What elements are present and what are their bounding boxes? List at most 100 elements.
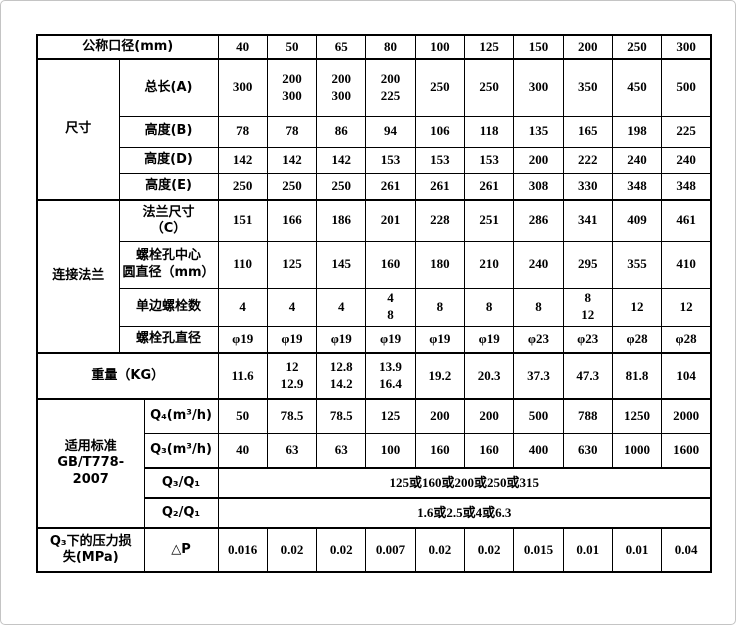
value-cell: 261 (365, 172, 416, 201)
value-cell: 225 (661, 115, 712, 148)
table-row: Q₃/Q₁ 125或160或200或250或315 (37, 467, 712, 499)
table-row: 螺栓孔直径 φ19 φ19 φ19 φ19 φ19 φ19 φ23 φ23 φ28 φ28 (37, 325, 712, 354)
value-cell: 0.01 (562, 527, 613, 573)
value-cell: 0.02 (414, 527, 466, 573)
value-cell: 295 (562, 240, 613, 289)
value-cell: 201 (365, 199, 416, 242)
value-cell: 81.8 (611, 352, 663, 400)
value-cell: 151 (217, 199, 268, 242)
value-cell: φ19 (266, 325, 318, 354)
value-cell: 0.02 (266, 527, 318, 573)
value-cell: 341 (562, 199, 613, 242)
value-cell: φ19 (365, 325, 416, 354)
value-cell: 8 (513, 287, 564, 327)
value-cell: 1250 (611, 398, 663, 434)
value-cell: 8 (463, 287, 515, 327)
value-cell: 37.3 (513, 352, 564, 400)
value-cell: 200 (463, 398, 515, 434)
flange-group-label: 连接法兰 (36, 199, 120, 354)
value-cell: 400 (513, 432, 564, 469)
value-cell: 142 (266, 146, 318, 174)
delta-p-label: △P (143, 527, 219, 573)
row-label-q3: Q₃(m³/h) (143, 432, 219, 469)
value-cell: 118 (463, 115, 515, 148)
value-cell: 125 (463, 34, 515, 60)
value-cell: 1000 (611, 432, 663, 469)
value-cell: 222 (562, 146, 613, 174)
row-label-q4: Q₄(m³/h) (143, 398, 219, 434)
value-cell: φ28 (661, 325, 712, 354)
value-cell: 0.015 (513, 527, 564, 573)
value-cell: 450 (611, 58, 663, 117)
value-cell: 300 (513, 58, 564, 117)
value-cell: 355 (611, 240, 663, 289)
value-cell: 0.02 (316, 527, 367, 573)
spec-table: 公称口径(mm) 40 50 65 80 100 125 150 200 250 300 尺寸 总… (36, 34, 712, 573)
row-label-bolt-count: 单边螺栓数 (118, 287, 219, 327)
row-label-flange-size: 法兰尺寸 （C） (118, 199, 219, 242)
value-cell: 300 (217, 58, 268, 117)
q2-q1-ratio-value: 1.6或2.5或4或6.3 (217, 497, 712, 529)
value-cell: 240 (661, 146, 712, 174)
value-cell: 350 (562, 58, 613, 117)
value-cell: 186 (316, 199, 367, 242)
value-cell: φ19 (414, 325, 466, 354)
row-label-q3-q1-ratio: Q₃/Q₁ (143, 467, 219, 499)
value-cell: 4 (217, 287, 268, 327)
value-cell: 630 (562, 432, 613, 469)
table-row: 螺栓孔中心 圆直径（mm） 110 125 145 160 180 210 240 295 35… (37, 240, 712, 289)
table-row: 重量（KG） 11.6 12 12.9 12.8 14.2 13.9 16.4 19.2… (36, 352, 712, 400)
value-cell: 286 (513, 199, 564, 242)
value-cell: 63 (266, 432, 318, 469)
value-cell: φ19 (217, 325, 268, 354)
value-cell: φ19 (463, 325, 515, 354)
value-cell: 160 (463, 432, 515, 469)
value-cell: 250 (414, 58, 466, 117)
value-cell: 50 (266, 34, 318, 60)
value-cell: 240 (513, 240, 564, 289)
value-cell: 200 225 (365, 58, 416, 117)
value-cell: 461 (661, 199, 712, 242)
value-cell: 106 (414, 115, 466, 148)
value-cell: 125 (365, 398, 416, 434)
value-cell: 1600 (661, 432, 712, 469)
table-row: 适用标准 GB/T778-2007 Q₄(m³/h) 50 78.5 78.5 125… (36, 398, 712, 529)
value-cell: 65 (316, 34, 367, 60)
table-row: 连接法兰 法兰尺寸 （C） 151 166 186 201 228 251 286 341 40… (36, 199, 712, 354)
value-cell: 240 (611, 146, 663, 174)
standard-group-label: 适用标准 GB/T778-2007 (36, 398, 145, 529)
value-cell: 8 12 (562, 287, 613, 327)
value-cell: 4 (266, 287, 318, 327)
value-cell: 40 (217, 432, 268, 469)
size-group-label: 尺寸 (36, 58, 120, 201)
value-cell: 0.04 (661, 527, 712, 573)
value-cell: 153 (463, 146, 515, 174)
value-cell: 142 (316, 146, 367, 174)
value-cell: 80 (365, 34, 416, 60)
value-cell: 78 (266, 115, 318, 148)
value-cell: 20.3 (463, 352, 515, 400)
value-cell: 160 (365, 240, 416, 289)
value-cell: 100 (414, 34, 466, 60)
value-cell: 330 (562, 172, 613, 201)
value-cell: 12 12.9 (266, 352, 318, 400)
table-row: Q₂/Q₁ 1.6或2.5或4或6.3 (37, 497, 712, 529)
value-cell: 0.01 (611, 527, 663, 573)
value-cell: 12 (611, 287, 663, 327)
value-cell: 250 (217, 172, 268, 201)
value-cell: 2000 (661, 398, 712, 434)
value-cell: 200 (414, 398, 466, 434)
value-cell: 50 (217, 398, 268, 434)
table-row: 高度(B) 78 78 86 94 106 118 135 165 198 225 (37, 115, 712, 148)
table-row-header: 公称口径(mm) 40 50 65 80 100 125 150 200 250 300 (36, 34, 712, 60)
value-cell: 11.6 (217, 352, 268, 400)
value-cell: φ23 (513, 325, 564, 354)
value-cell: φ19 (316, 325, 367, 354)
value-cell: 19.2 (414, 352, 466, 400)
nominal-diameter-label: 公称口径(mm) (36, 34, 219, 60)
value-cell: 100 (365, 432, 416, 469)
value-cell: 145 (316, 240, 367, 289)
value-cell: 153 (365, 146, 416, 174)
value-cell: 47.3 (562, 352, 613, 400)
